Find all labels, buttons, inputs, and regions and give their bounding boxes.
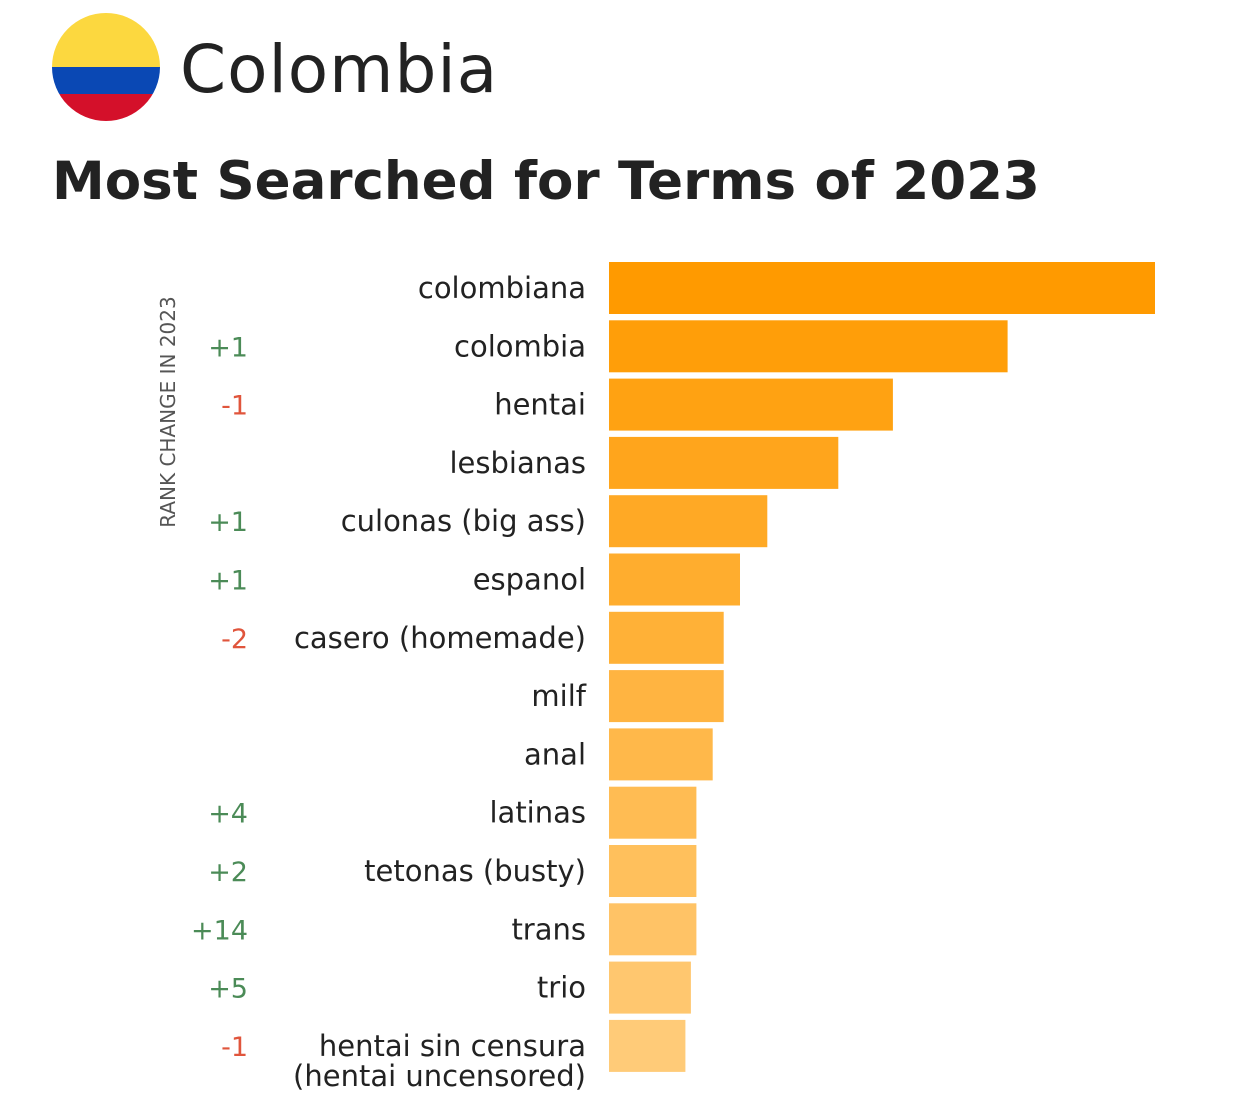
bar-9 [609, 728, 713, 781]
category-label-12: trans [511, 912, 586, 946]
category-label-10: latinas [489, 796, 586, 830]
flag-blue-band [52, 67, 160, 94]
bar-7 [609, 611, 724, 664]
category-label-13: trio [537, 971, 586, 1005]
bar-1 [609, 262, 1155, 314]
bar-14 [609, 1019, 686, 1072]
bar-4 [609, 436, 839, 489]
rank-change-2: +1 [208, 332, 248, 363]
flag-yellow-band [52, 13, 160, 67]
chart-title: Most Searched for Terms of 2023 [52, 151, 1040, 212]
bar-3 [609, 378, 893, 431]
rank-change-11: +2 [208, 857, 248, 888]
rank-change-14: -1 [221, 1032, 248, 1063]
category-label-2: colombia [454, 329, 586, 363]
category-label-3: hentai [494, 388, 586, 422]
rank-change-6: +1 [208, 566, 248, 597]
country-name: Colombia [180, 31, 499, 108]
category-label-6: espanol [473, 563, 586, 597]
category-label-14: hentai sin censura (hentai uncensored) [293, 1029, 586, 1093]
category-label-11: tetonas (busty) [364, 854, 586, 888]
bar-12 [609, 903, 697, 956]
bar-6 [609, 553, 740, 606]
category-label-1: colombiana [418, 271, 586, 305]
category-label-8: milf [531, 679, 586, 713]
rank-change-7: -2 [221, 624, 248, 655]
bar-10 [609, 786, 697, 839]
rank-change-12: +14 [191, 915, 248, 946]
bar-2 [609, 320, 1008, 373]
bar-11 [609, 845, 697, 897]
flag-red-band [52, 94, 160, 121]
rank-change-10: +4 [208, 799, 248, 830]
bar-5 [609, 495, 768, 548]
category-label-7: casero (homemade) [294, 621, 586, 655]
category-label-5: culonas (big ass) [341, 504, 586, 538]
rank-change-5: +1 [208, 507, 248, 538]
rank-change-3: -1 [221, 391, 248, 422]
category-label-4: lesbianas [449, 446, 586, 480]
colombia-flag-icon [52, 13, 160, 121]
bar-8 [609, 670, 724, 723]
bar-13 [609, 961, 691, 1014]
rank-change-13: +5 [208, 974, 248, 1005]
category-label-9: anal [524, 737, 586, 771]
